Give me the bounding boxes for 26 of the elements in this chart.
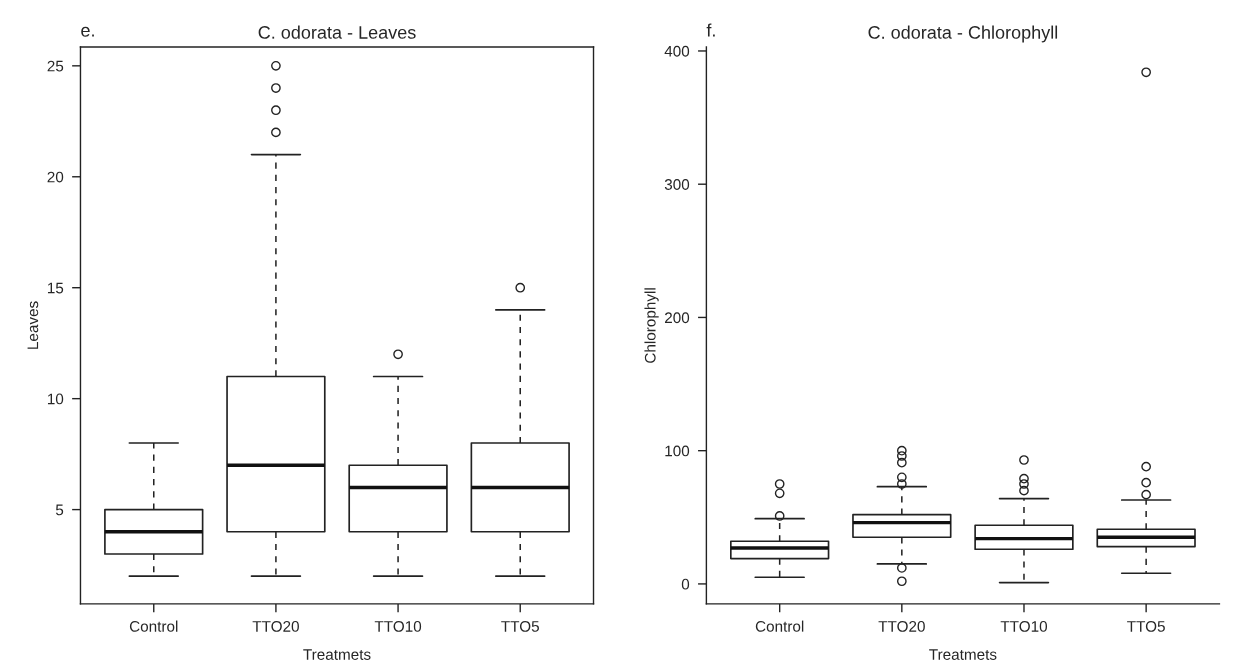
x-tick-label: TTO5 bbox=[501, 620, 539, 632]
y-tick-label: 20 bbox=[47, 171, 64, 183]
y-tick-label: 10 bbox=[47, 393, 64, 405]
y-tick-label: 15 bbox=[47, 282, 64, 294]
x-tick-label: TTO20 bbox=[252, 620, 299, 632]
x-tick-label: TTO5 bbox=[1127, 620, 1165, 632]
y-tick-label: 0 bbox=[681, 578, 690, 590]
text: f. bbox=[706, 23, 715, 37]
x-tick-label: TTO10 bbox=[1000, 620, 1048, 632]
y-tick-label: 300 bbox=[664, 179, 690, 190]
text: e. bbox=[81, 26, 94, 37]
x-axis-title: Treatmets bbox=[303, 649, 371, 660]
x-tick-label: Control bbox=[129, 620, 178, 632]
x-tick-label: TTO10 bbox=[374, 620, 422, 632]
x-axis-title: Treatmets bbox=[929, 649, 997, 660]
y-tick-label: 25 bbox=[47, 60, 64, 72]
y-tick-label: 200 bbox=[665, 312, 690, 324]
y-axis-title: Chlorophyll bbox=[644, 288, 659, 363]
y-tick-label: 400 bbox=[664, 45, 690, 57]
x-tick-label: TTO20 bbox=[878, 620, 925, 632]
x-tick-label: Control bbox=[755, 620, 804, 632]
y-tick-label: 100 bbox=[665, 445, 690, 457]
y-tick-label: 5 bbox=[55, 504, 64, 516]
y-axis-title: Leaves bbox=[27, 301, 39, 349]
chart-title: C. odorata - Leaves bbox=[258, 25, 416, 39]
chart-title: C. odorata - Chlorophyll bbox=[868, 25, 1058, 43]
